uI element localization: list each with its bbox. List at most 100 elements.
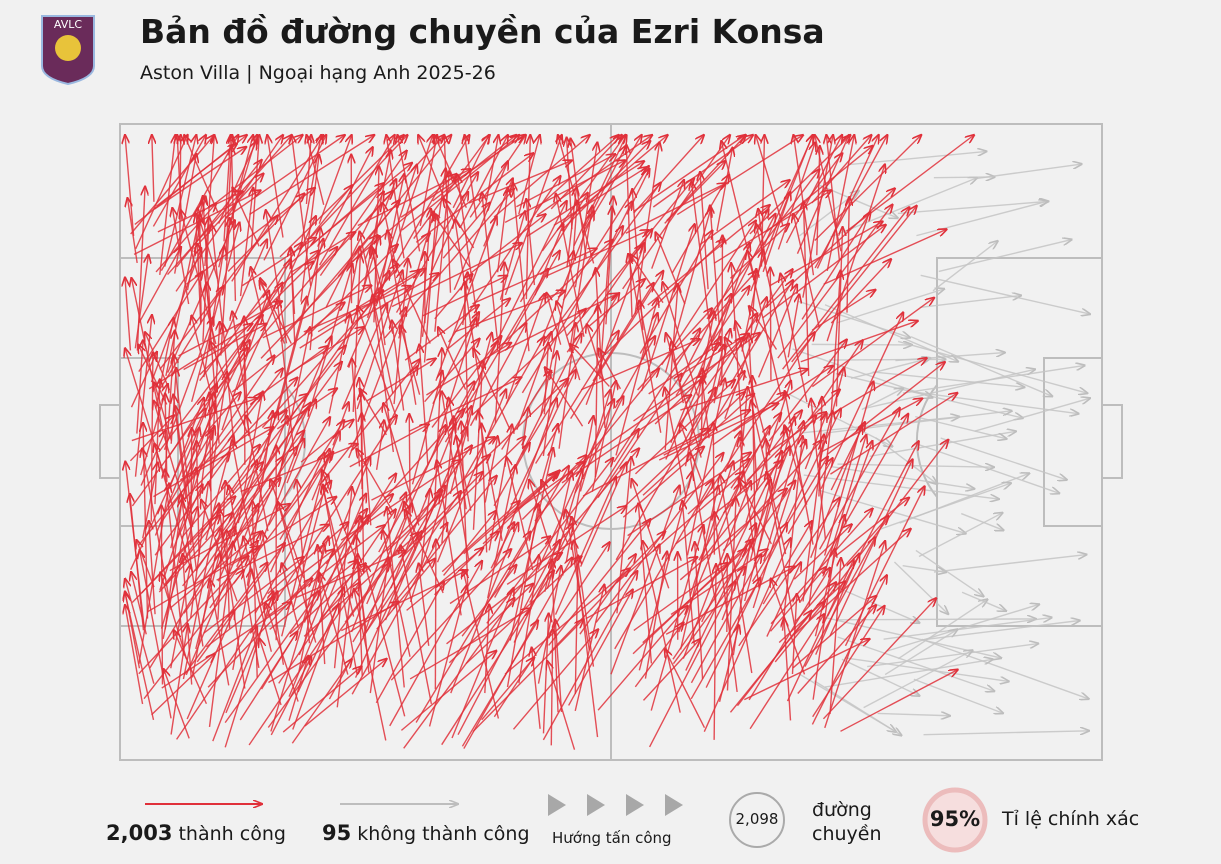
pass-arrow xyxy=(877,713,950,715)
pass-arrow xyxy=(203,246,224,378)
pass-arrow xyxy=(152,135,206,227)
pass-arrow xyxy=(376,559,435,630)
pass-arrow xyxy=(161,505,162,685)
pass-arrow xyxy=(226,135,257,235)
pass-arrow xyxy=(678,483,741,633)
pass-arrow xyxy=(565,416,593,562)
direction-arrows xyxy=(548,794,683,816)
pass-arrow xyxy=(273,415,397,605)
pass-arrow xyxy=(521,407,528,449)
pass-arrow xyxy=(536,135,652,216)
pass-arrow xyxy=(419,135,437,227)
pass-arrow xyxy=(747,251,782,397)
pass-arrow xyxy=(577,376,705,467)
pass-arrow xyxy=(130,135,214,235)
pass-arrow xyxy=(811,575,886,725)
pass-arrow xyxy=(548,519,651,646)
pass-arrow xyxy=(167,135,292,276)
pass-arrow xyxy=(359,474,396,533)
pass-arrow xyxy=(152,135,154,202)
pass-arrow xyxy=(341,570,467,632)
pass-arrows xyxy=(125,135,1090,750)
pass-arrow xyxy=(386,135,405,259)
pass-arrow xyxy=(453,161,508,291)
pass-arrow xyxy=(770,268,771,381)
pass-arrow xyxy=(975,164,1081,180)
pass-arrow xyxy=(701,415,816,560)
pass-arrow xyxy=(159,135,176,276)
pass-arrow xyxy=(318,359,419,486)
pass-arrow xyxy=(292,587,344,730)
pass-arrow xyxy=(307,135,325,205)
pass-arrow xyxy=(239,188,254,297)
pass-arrow xyxy=(580,462,627,567)
pass-arrow xyxy=(562,166,648,301)
pass-arrow xyxy=(615,472,743,584)
pass-arrow xyxy=(318,135,351,224)
pass-arrow xyxy=(299,269,426,349)
pass-arrow xyxy=(974,398,1090,432)
pass-arrow xyxy=(441,416,454,544)
pass-arrow xyxy=(538,212,594,346)
pass-arrow xyxy=(348,307,406,459)
pass-arrow xyxy=(267,522,348,595)
pass-arrow xyxy=(829,358,927,416)
pass-arrow xyxy=(418,135,455,224)
pass-arrow xyxy=(470,214,546,274)
pass-arrow xyxy=(792,348,933,398)
pass-arrow xyxy=(791,153,843,221)
pass-arrow xyxy=(800,321,918,363)
pass-arrow xyxy=(151,654,215,716)
pass-arrow xyxy=(210,372,227,478)
pass-arrow xyxy=(850,358,930,379)
pass-arrow xyxy=(570,271,664,420)
pass-arrow xyxy=(289,494,393,600)
pass-arrow xyxy=(823,382,874,556)
pass-arrow xyxy=(960,512,1003,531)
pass-arrow xyxy=(499,211,525,300)
pass-arrow xyxy=(592,283,654,382)
pass-arrow xyxy=(400,325,421,395)
pass-arrow xyxy=(830,393,957,475)
pass-arrow xyxy=(513,334,581,470)
pass-arrow xyxy=(175,135,283,292)
pass-arrow xyxy=(883,618,1052,640)
pass-arrow xyxy=(493,443,530,507)
pass-arrow xyxy=(663,282,699,396)
pass-arrow xyxy=(787,458,832,535)
pass-arrow xyxy=(529,429,639,603)
total-label: đường chuyền xyxy=(812,799,882,845)
pass-arrow xyxy=(286,439,304,484)
pass-arrow xyxy=(310,163,412,246)
pass-arrow xyxy=(921,638,1089,699)
pass-arrow xyxy=(311,432,340,501)
pass-arrow xyxy=(699,180,790,246)
pass-arrow xyxy=(793,529,910,635)
pass-arrow xyxy=(817,146,820,256)
pass-arrow xyxy=(154,379,160,505)
pass-arrow xyxy=(824,659,993,688)
pass-arrow xyxy=(739,478,772,545)
pass-arrow xyxy=(375,420,385,470)
pass-arrow xyxy=(675,461,783,545)
pass-arrow xyxy=(777,205,893,359)
pass-arrow xyxy=(442,203,490,259)
pass-arrow xyxy=(777,143,815,250)
pass-arrow xyxy=(595,305,597,477)
pass-arrow xyxy=(826,135,854,272)
pass-arrow xyxy=(504,135,561,296)
pass-arrow xyxy=(479,201,567,375)
pass-arrow xyxy=(784,618,792,721)
pass-arrow xyxy=(159,356,275,525)
pass-arrow xyxy=(210,342,248,434)
pass-arrow xyxy=(811,135,872,204)
pass-arrow xyxy=(231,135,323,282)
pass-arrow xyxy=(163,317,213,450)
pass-arrow xyxy=(534,369,659,522)
pass-arrow xyxy=(224,591,319,724)
pass-arrow xyxy=(226,530,229,629)
pass-arrow xyxy=(792,596,876,669)
pass-arrow xyxy=(463,558,572,749)
pass-arrow xyxy=(729,224,789,279)
pass-arrow xyxy=(446,553,562,645)
